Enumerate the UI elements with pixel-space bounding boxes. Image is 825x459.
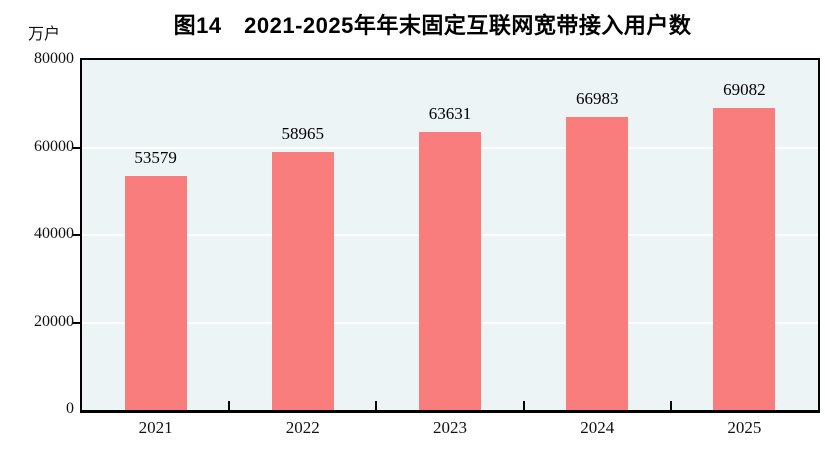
bar-value-label-2022: 58965 — [281, 124, 325, 144]
x-axis-label-2025: 2025 — [727, 418, 762, 437]
x-axis-tick — [669, 401, 672, 410]
bar-2025 — [713, 107, 776, 410]
bar-value-label-2025: 69082 — [723, 79, 766, 99]
bar-value-label-2021: 53579 — [134, 147, 177, 167]
plot-area: 53579 58965 63631 66983 69082 — [80, 58, 820, 413]
chart-title: 图14 2021-2025年年末固定互联网宽带接入用户数 — [173, 13, 692, 38]
y-axis-tick — [73, 146, 80, 149]
bar-value-label-2024: 66983 — [575, 88, 619, 108]
y-axis-label-80000: 80000 — [34, 50, 74, 67]
bar-2022 — [271, 152, 334, 410]
x-axis-tick — [375, 401, 378, 410]
x-axis-tick — [522, 401, 525, 410]
y-axis-tick — [73, 321, 80, 324]
y-axis-label-40000: 40000 — [34, 225, 74, 242]
x-axis-label-2024: 2024 — [580, 418, 615, 437]
x-axis-label-2022: 2022 — [285, 418, 320, 437]
y-axis-unit-label: 万户 — [28, 26, 61, 43]
bar-value-label-2023: 63631 — [428, 103, 472, 123]
x-axis-label-2021: 2021 — [138, 418, 173, 437]
x-axis-label-2023: 2023 — [433, 418, 467, 437]
bar-2024 — [566, 116, 629, 410]
y-axis-label-0: 0 — [66, 400, 74, 417]
y-axis-label-60000: 60000 — [34, 137, 74, 155]
x-axis-tick — [228, 401, 231, 410]
y-axis-label-20000: 20000 — [34, 312, 74, 330]
bar-2021 — [124, 175, 187, 410]
bar-2023 — [419, 131, 481, 410]
y-axis-tick — [73, 234, 80, 236]
